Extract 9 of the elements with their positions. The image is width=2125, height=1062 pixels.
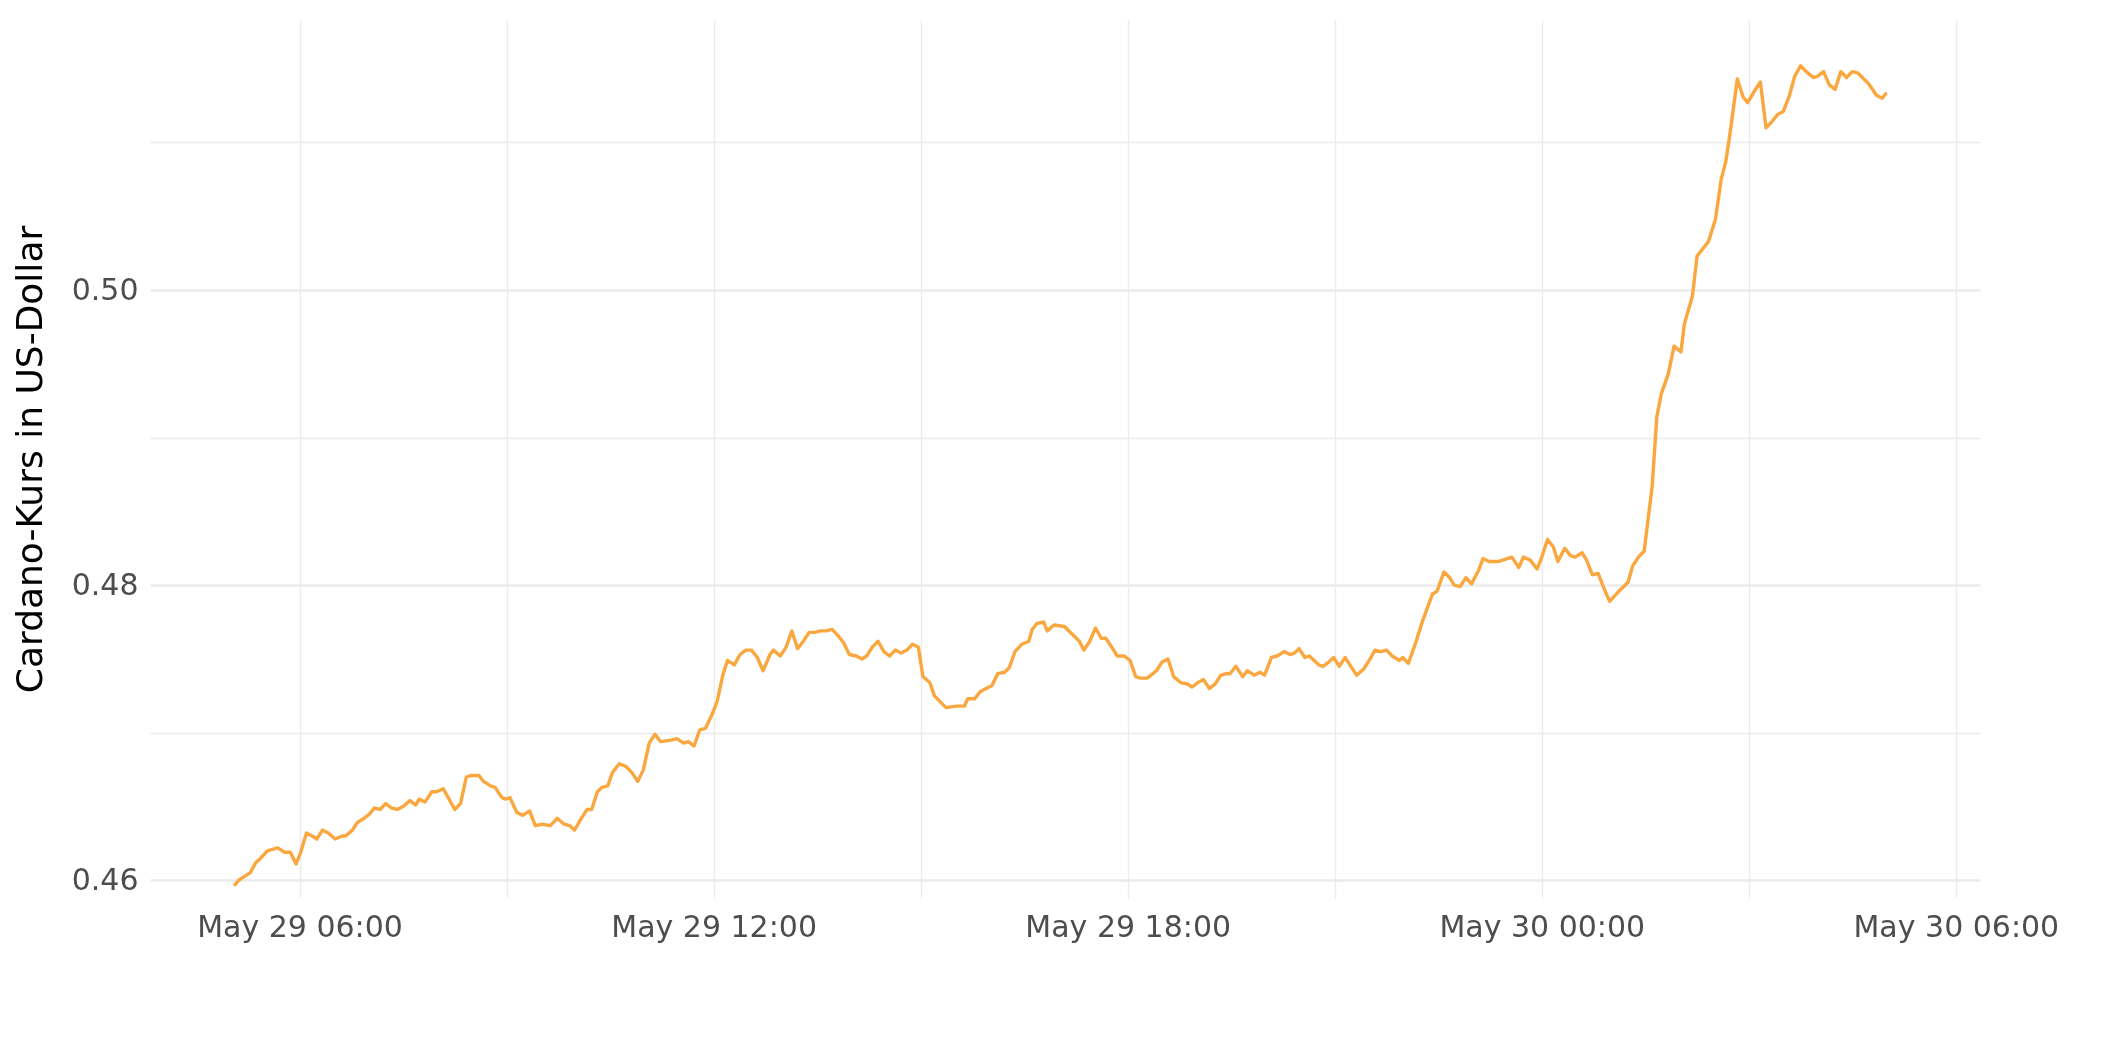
y-tick-label: 0.48	[71, 566, 139, 602]
x-tick-label: May 30 06:00	[1853, 908, 2060, 944]
y-axis-title: Cardano-Kurs in US-Dollar	[8, 225, 50, 694]
x-tick-label: May 30 00:00	[1439, 908, 1646, 944]
x-tick-label: May 29 06:00	[197, 908, 403, 944]
y-tick-label: 0.50	[71, 271, 139, 307]
y-tick-label: 0.46	[71, 861, 139, 897]
x-tick-label: May 29 12:00	[611, 908, 817, 944]
x-tick-label: May 29 18:00	[1025, 908, 1232, 944]
